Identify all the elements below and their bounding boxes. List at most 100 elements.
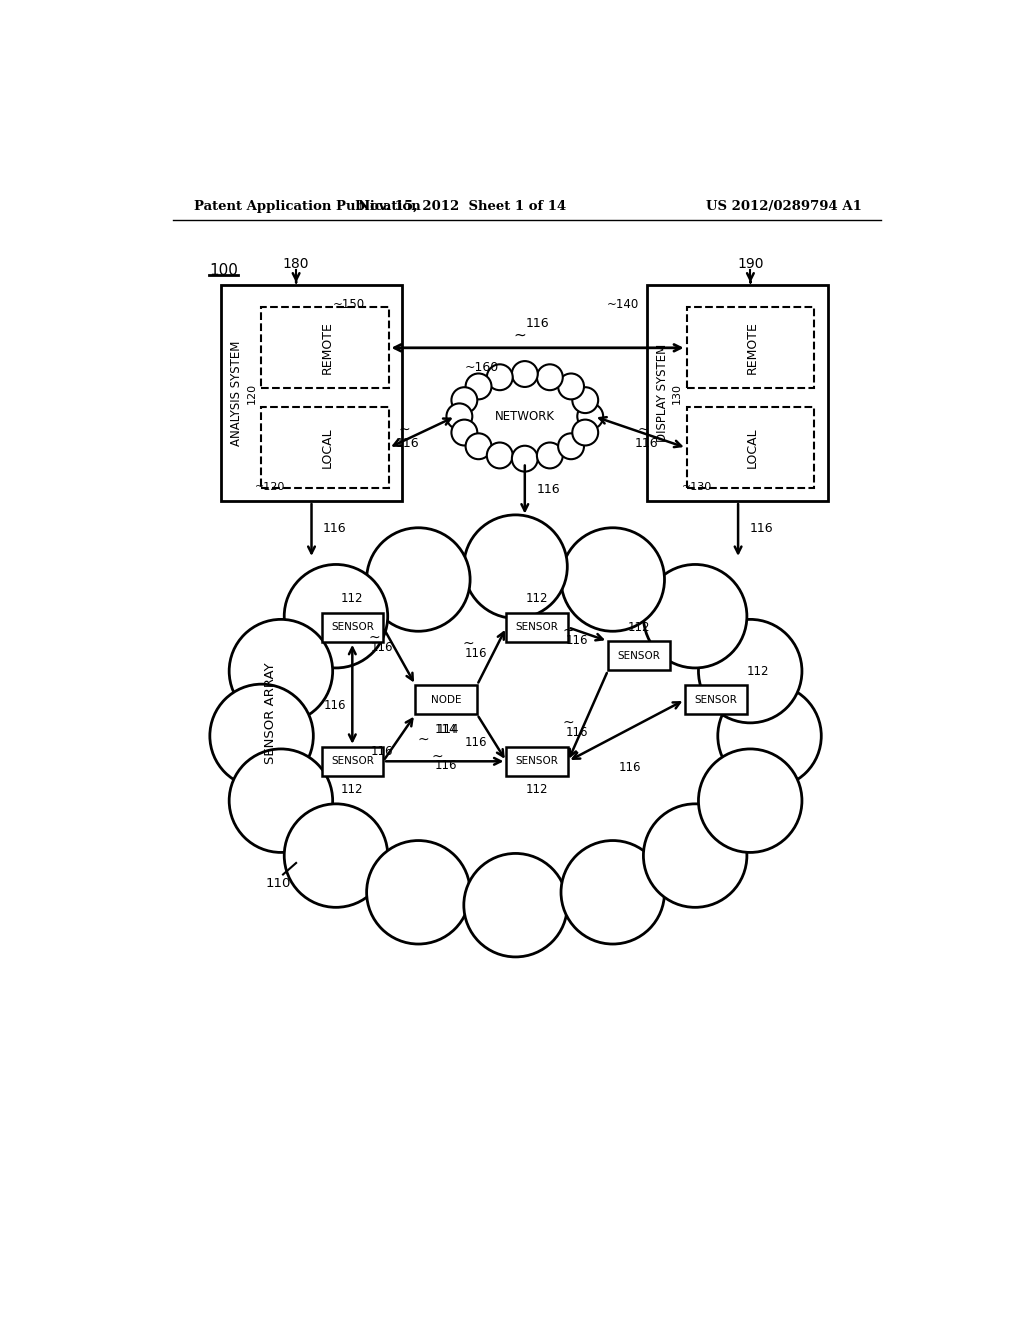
Circle shape bbox=[452, 420, 477, 445]
Text: ~: ~ bbox=[398, 424, 411, 437]
Circle shape bbox=[210, 684, 313, 788]
Text: ~140: ~140 bbox=[606, 298, 639, 312]
Text: US 2012/0289794 A1: US 2012/0289794 A1 bbox=[707, 199, 862, 213]
Text: 112: 112 bbox=[628, 620, 650, 634]
Bar bbox=[647, 285, 828, 502]
Text: LOCAL: LOCAL bbox=[321, 428, 334, 469]
Text: Patent Application Publication: Patent Application Publication bbox=[194, 199, 421, 213]
Circle shape bbox=[466, 433, 492, 459]
Circle shape bbox=[464, 515, 567, 618]
Text: 116: 116 bbox=[635, 437, 658, 450]
Circle shape bbox=[578, 404, 603, 429]
Circle shape bbox=[229, 619, 333, 723]
Text: ~130: ~130 bbox=[682, 482, 712, 492]
Text: ~: ~ bbox=[562, 623, 573, 638]
Text: DISPLAY SYSTEM: DISPLAY SYSTEM bbox=[656, 345, 669, 442]
Bar bbox=[506, 612, 568, 642]
Text: Nov. 15, 2012  Sheet 1 of 14: Nov. 15, 2012 Sheet 1 of 14 bbox=[357, 199, 566, 213]
Circle shape bbox=[537, 442, 563, 469]
Polygon shape bbox=[463, 375, 587, 458]
Circle shape bbox=[229, 748, 333, 853]
Text: NETWORK: NETWORK bbox=[495, 409, 555, 422]
Text: 116: 116 bbox=[566, 634, 589, 647]
Text: SENSOR: SENSOR bbox=[516, 756, 558, 767]
Text: 116: 116 bbox=[325, 700, 347, 711]
Bar bbox=[322, 747, 383, 776]
Text: 116: 116 bbox=[538, 483, 561, 496]
Circle shape bbox=[466, 374, 492, 400]
Text: SENSOR: SENSOR bbox=[516, 622, 558, 632]
Bar bbox=[261, 407, 388, 488]
Text: FIG. 1: FIG. 1 bbox=[757, 399, 821, 418]
Text: 116: 116 bbox=[396, 437, 420, 450]
Text: 130: 130 bbox=[673, 383, 682, 404]
Text: 116: 116 bbox=[750, 521, 773, 535]
Text: SENSOR ARRAY: SENSOR ARRAY bbox=[264, 663, 278, 763]
Bar bbox=[221, 285, 402, 502]
Bar bbox=[686, 308, 813, 388]
Text: SENSOR: SENSOR bbox=[331, 756, 374, 767]
Text: ~150: ~150 bbox=[333, 298, 365, 312]
Text: ~160: ~160 bbox=[465, 362, 499, 375]
Circle shape bbox=[698, 619, 802, 723]
Text: 116: 116 bbox=[618, 760, 641, 774]
Text: ~: ~ bbox=[431, 750, 442, 763]
Text: LOCAL: LOCAL bbox=[745, 428, 759, 469]
Circle shape bbox=[561, 528, 665, 631]
Circle shape bbox=[643, 565, 746, 668]
Circle shape bbox=[446, 404, 472, 429]
Text: 180: 180 bbox=[283, 257, 309, 271]
Circle shape bbox=[561, 841, 665, 944]
Text: 112: 112 bbox=[526, 783, 549, 796]
Bar bbox=[686, 407, 813, 488]
Text: ~: ~ bbox=[462, 638, 474, 651]
Text: 100: 100 bbox=[209, 263, 238, 277]
Text: SENSOR: SENSOR bbox=[694, 694, 737, 705]
Circle shape bbox=[285, 804, 388, 907]
Circle shape bbox=[367, 841, 470, 944]
Bar bbox=[506, 747, 568, 776]
Circle shape bbox=[643, 804, 746, 907]
Bar bbox=[322, 612, 383, 642]
Text: 114: 114 bbox=[437, 723, 460, 737]
Text: 116: 116 bbox=[323, 521, 347, 535]
Text: 112: 112 bbox=[746, 665, 769, 677]
Circle shape bbox=[512, 446, 538, 471]
Text: 112: 112 bbox=[341, 783, 364, 796]
Text: 114: 114 bbox=[435, 723, 458, 737]
Text: 116: 116 bbox=[464, 647, 486, 660]
Circle shape bbox=[486, 442, 513, 469]
Text: 112: 112 bbox=[341, 593, 364, 606]
Text: SENSOR: SENSOR bbox=[331, 622, 374, 632]
Text: 110: 110 bbox=[265, 878, 291, 890]
Text: SENSOR: SENSOR bbox=[617, 651, 660, 661]
Text: 112: 112 bbox=[526, 593, 549, 606]
Circle shape bbox=[718, 684, 821, 788]
Circle shape bbox=[572, 387, 598, 413]
Text: 116: 116 bbox=[464, 737, 486, 748]
Text: ~: ~ bbox=[368, 631, 380, 645]
Text: 190: 190 bbox=[737, 257, 764, 271]
Circle shape bbox=[558, 374, 584, 400]
Circle shape bbox=[512, 362, 538, 387]
Text: NODE: NODE bbox=[431, 694, 462, 705]
Text: ~: ~ bbox=[562, 715, 573, 730]
Circle shape bbox=[452, 387, 477, 413]
Circle shape bbox=[285, 565, 388, 668]
Text: ~: ~ bbox=[637, 424, 649, 437]
Text: 116: 116 bbox=[435, 759, 458, 772]
Bar bbox=[685, 685, 746, 714]
Bar bbox=[608, 642, 670, 671]
Text: 116: 116 bbox=[525, 317, 549, 330]
Circle shape bbox=[486, 364, 513, 391]
Circle shape bbox=[572, 420, 598, 445]
Text: ~120: ~120 bbox=[255, 482, 286, 492]
Text: 116: 116 bbox=[371, 642, 393, 655]
Circle shape bbox=[698, 748, 802, 853]
Text: ~: ~ bbox=[418, 733, 429, 747]
Circle shape bbox=[464, 854, 567, 957]
Text: 116: 116 bbox=[566, 726, 589, 739]
Bar bbox=[261, 308, 388, 388]
Text: 120: 120 bbox=[247, 383, 256, 404]
Text: 116: 116 bbox=[371, 746, 393, 758]
